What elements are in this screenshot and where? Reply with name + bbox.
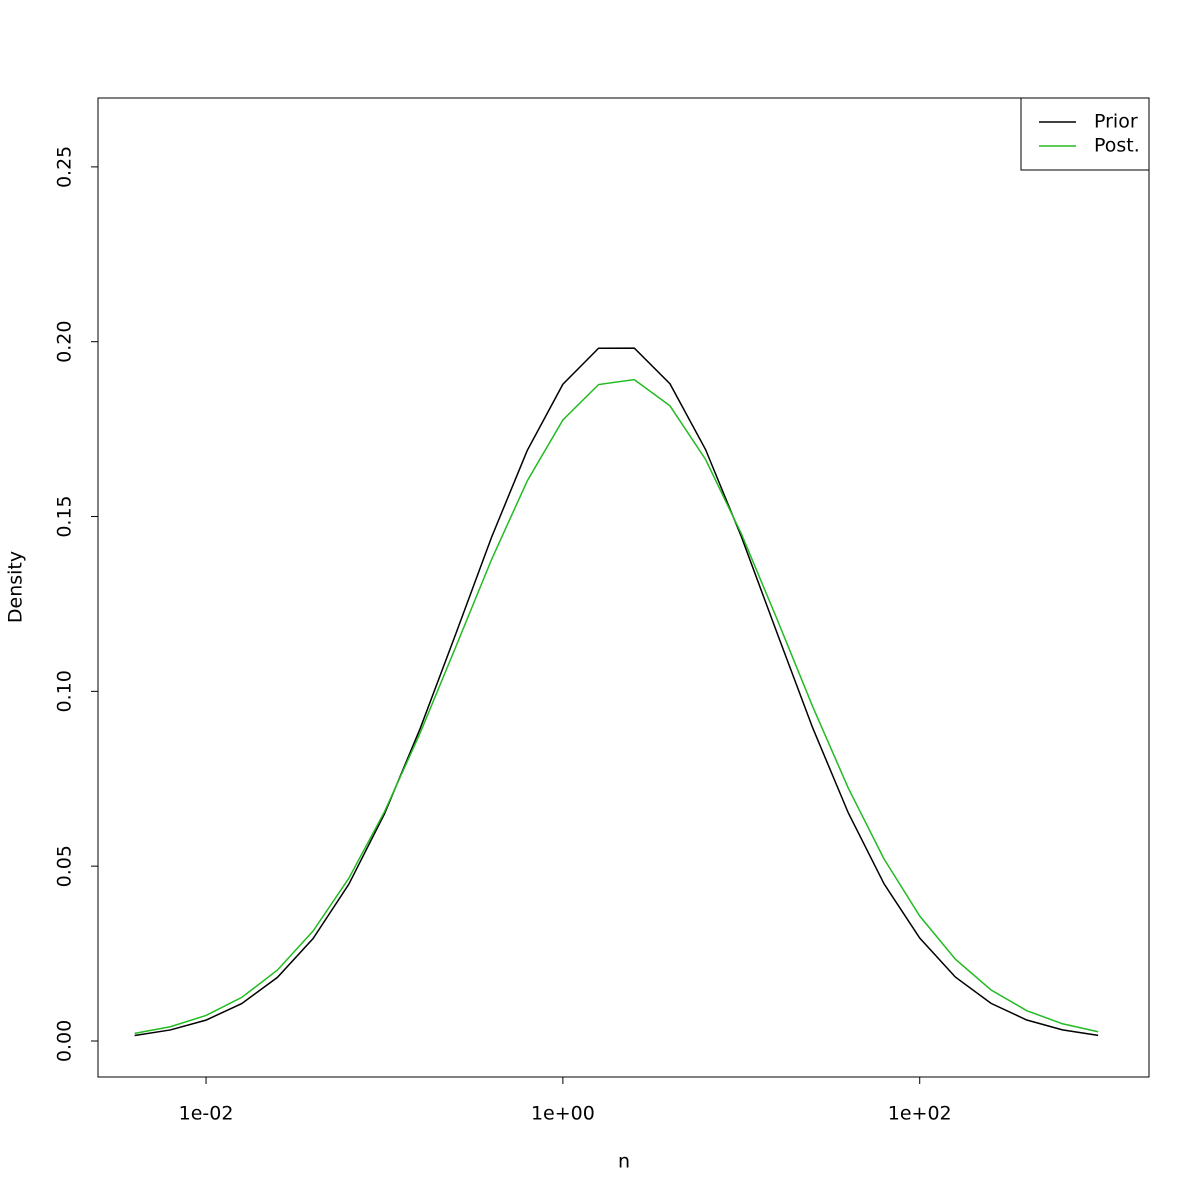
- series-line: [134, 347, 1099, 1037]
- series-line: [134, 378, 1099, 1035]
- y-tick-label: 0.15: [54, 495, 76, 537]
- x-tick-label: 1e-02: [179, 1103, 234, 1125]
- y-tick-label: 0.25: [54, 146, 76, 188]
- x-tick-label: 1e+00: [531, 1103, 595, 1125]
- y-axis-label: Density: [5, 551, 27, 623]
- x-tick-label: 1e+02: [888, 1103, 952, 1125]
- legend-box: [1020, 97, 1150, 171]
- y-tick-label: 0.05: [54, 845, 76, 887]
- x-axis-label: n: [618, 1151, 630, 1173]
- y-tick-label: 0.00: [54, 1020, 76, 1062]
- legend-label: Post.: [1094, 135, 1140, 157]
- legend-label: Prior: [1094, 111, 1138, 133]
- y-tick-label: 0.20: [54, 321, 76, 363]
- plot-frame: [97, 97, 1150, 1078]
- y-tick-label: 0.10: [54, 670, 76, 712]
